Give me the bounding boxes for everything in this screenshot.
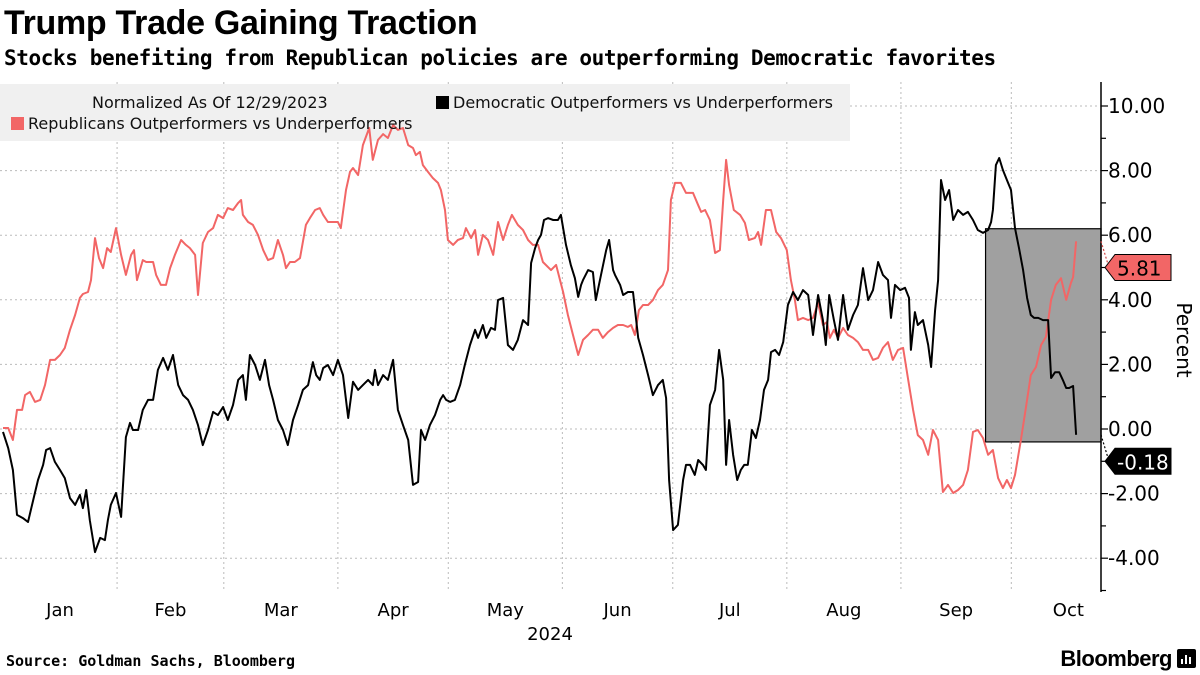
y-tick-label: 8.00 [1108,159,1153,183]
x-tick-label: Mar [264,600,299,621]
republican-series-line [3,124,1078,494]
series-lines [2,124,1078,554]
x-axis-title: 2024 [527,624,573,645]
y-tick-label: 6.00 [1108,223,1153,247]
legend-note: Normalized As Of 12/29/2023 [92,93,328,112]
republican-last-value-tag: 5.81 [1100,241,1172,281]
tag-shape [1104,447,1172,475]
tag-label: -0.18 [1117,450,1169,474]
highlight-region [984,228,1102,443]
y-tick-label: 2.00 [1108,352,1153,376]
tag-label: 5.81 [1117,257,1162,281]
tag-leader-line [1100,241,1110,268]
legend: Normalized As Of 12/29/2023 Democratic O… [11,93,833,133]
chart-title: Trump Trade Gaining Traction [4,4,478,42]
x-tick-label: Oct [1053,600,1084,621]
x-tick-label: Jun [602,600,631,621]
y-tick-label: 0.00 [1108,417,1153,441]
tag-shape [1104,254,1172,281]
x-tick-label: Feb [155,600,187,621]
y-axis-title: Percent [1172,302,1196,377]
legend-label-republican: Republicans Outperformers vs Underperfor… [28,114,412,133]
source-note: Source: Goldman Sachs, Bloomberg [6,652,295,670]
legend-swatch-republican [11,117,24,130]
legend-background [0,84,850,141]
x-tick-label: Jan [45,600,74,621]
y-tick-label: -4.00 [1108,546,1160,570]
bloomberg-chart-icon [1177,649,1196,668]
y-axis: 10.00 8.00 6.00 4.00 2.00 0.00 -2.00 -4.00 [1100,82,1165,592]
y-tick-label: 10.00 [1108,94,1165,118]
chart-subtitle: Stocks benefiting from Republican polici… [4,46,996,70]
x-axis: Jan Feb Mar Apr May Jun Jul Aug Sep Oct [45,600,1084,621]
x-tick-label: Apr [378,600,410,621]
tag-leader-line [1100,434,1110,462]
grid [0,82,1101,592]
democratic-last-value-tag: -0.18 [1100,434,1172,475]
x-tick-label: Jul [718,600,741,621]
legend-label-democratic: Democratic Outperformers vs Underperform… [453,93,833,112]
last-value-tags: 5.81 -0.18 [1100,241,1172,475]
y-tick-label: 4.00 [1108,288,1153,312]
bloomberg-logo: Bloomberg [1060,646,1172,671]
x-tick-label: May [487,600,525,621]
x-tick-label: Aug [826,600,861,621]
x-tick-label: Sep [939,600,973,621]
legend-swatch-democratic [436,96,449,109]
y-tick-label: -2.00 [1108,482,1160,506]
democratic-series-line [2,157,1078,554]
highlight-box [984,228,1102,443]
